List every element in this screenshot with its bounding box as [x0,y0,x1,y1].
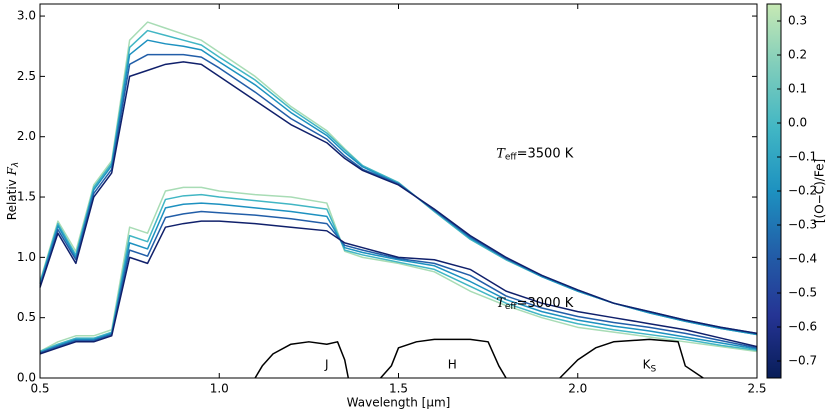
x-tick-label: 1.5 [389,382,408,396]
filter-name: K [643,357,652,371]
annotation-sub: eff [505,152,518,162]
spectrum-line [39,61,758,335]
filter-curve [254,341,350,379]
y-axis-label: Relativ Fλ [5,162,21,220]
colorbar-tick-label: 0.1 [788,82,807,96]
colorbar-tick-label: −0.7 [788,354,817,368]
filter-subscript: S [651,364,657,374]
annotation: Teff=3500 K [496,146,574,162]
filter-name: J [324,357,329,371]
spectrum-line [39,220,758,355]
colorbar-tick-label: 0.0 [788,116,807,130]
x-tick-label: 2.5 [747,382,766,396]
filter-curve [559,338,704,379]
colorbar-tick-label: 0.2 [788,48,807,62]
annotation: Teff=3000 K [496,296,574,312]
y-tick-label: 0.0 [17,371,36,385]
y-tick-label: 3.0 [17,9,36,23]
y-label-text: Relativ [5,175,19,220]
spectrum-line [39,202,758,354]
spectrum-line [39,53,758,335]
x-tick-label: 0.5 [30,382,49,396]
colorbar-tick-label: −0.2 [788,184,817,198]
annotation-symbol: T [496,146,506,161]
colorbar-tick-label: −0.5 [788,286,817,300]
spectrum-line [39,186,758,353]
colorbar-tick-label: 0.3 [788,14,807,28]
spectrum-line [39,21,758,336]
spectrum-line [39,29,758,336]
x-tick-label: 1.0 [210,382,229,396]
annotation-sub: eff [505,302,518,312]
y-label-symbol: F [5,166,19,176]
filter-label: KS [643,357,657,374]
y-tick-label: 2.5 [17,69,36,83]
plot-frame [39,3,758,379]
annotation-text: =3500 K [517,146,574,161]
y-tick-label: 0.5 [17,310,36,324]
filter-name: H [448,357,457,371]
colorbar-label: [(O−C)/Fe] [813,159,827,223]
annotation-symbol: T [496,296,506,311]
colorbar-tick-label: −0.1 [788,150,817,164]
y-label-sub: λ [11,162,21,168]
annotation-text: =3000 K [517,296,574,311]
colorbar-tick-label: −0.3 [788,218,817,232]
x-tick-label: 2.0 [568,382,587,396]
colorbar-tick-label: −0.4 [788,252,817,266]
spectrum-line [39,39,758,336]
filter-label: J [324,357,329,371]
y-tick-label: 1.0 [17,250,36,264]
y-tick-label: 2.0 [17,129,36,143]
y-tick-label: 1.5 [17,190,36,204]
filter-curve [380,338,507,379]
colorbar-tick-label: −0.6 [788,320,817,334]
x-axis-label: Wavelength [μm] [347,396,451,410]
filter-label: H [448,357,457,371]
